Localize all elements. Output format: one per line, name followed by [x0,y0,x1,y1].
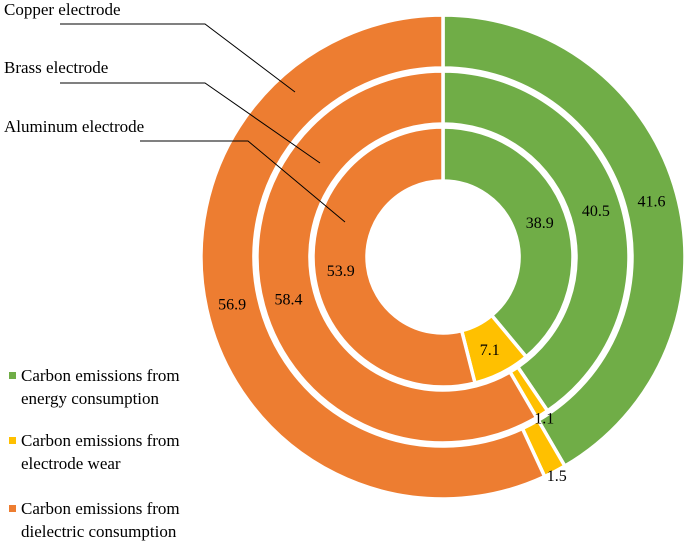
legend-item-dielectric: Carbon emissions from dielectric consump… [9,499,180,541]
leader-line-copper [60,23,296,93]
data-label-copper-wear: 1.5 [547,468,567,485]
data-label-copper-dielectric: 56.9 [218,297,246,314]
legend-item-wear: Carbon emissions from electrode wear [9,431,180,473]
slice-copper-dielectric [199,13,547,501]
slice-aluminum-dielectric [311,125,477,389]
rings-layer [199,13,685,501]
leader-line-brass [60,82,321,164]
slice-copper-energy [441,13,685,468]
ring-label-aluminum: Aluminum electrode [4,117,144,136]
legend-label-energy-line2: energy consumption [21,389,160,408]
legend-label-wear-line2: electrode wear [21,454,121,473]
legend-label-dielectric-line1: Carbon emissions from [21,499,180,518]
data-label-brass-wear: 1.1 [534,411,554,428]
slice-aluminum-energy [441,125,575,359]
leader-line-aluminum [140,140,346,223]
ring-label-brass: Brass electrode [4,58,108,77]
legend-swatch-energy [9,372,16,379]
slice-brass-energy [441,69,631,413]
legend: Carbon emissions from energy consumption… [9,366,180,541]
data-labels: 38.9 7.1 53.9 40.5 1.1 58.4 41.6 1.5 56.9 [218,194,665,485]
legend-label-energy-line1: Carbon emissions from [21,366,180,385]
data-label-aluminum-wear: 7.1 [480,342,500,359]
data-label-copper-energy: 41.6 [638,194,666,211]
legend-label-wear-line1: Carbon emissions from [21,431,180,450]
data-label-brass-energy: 40.5 [582,203,610,220]
leader-lines [60,23,346,223]
legend-label-dielectric-line2: dielectric consumption [21,522,177,541]
data-label-aluminum-energy: 38.9 [526,215,554,232]
legend-swatch-dielectric [9,505,16,512]
data-label-aluminum-dielectric: 53.9 [327,263,355,280]
slice-brass-dielectric [255,69,539,445]
legend-item-energy: Carbon emissions from energy consumption [9,366,180,408]
data-label-brass-dielectric: 58.4 [275,292,303,309]
ring-label-copper: Copper electrode [4,0,121,19]
legend-swatch-wear [9,437,16,444]
